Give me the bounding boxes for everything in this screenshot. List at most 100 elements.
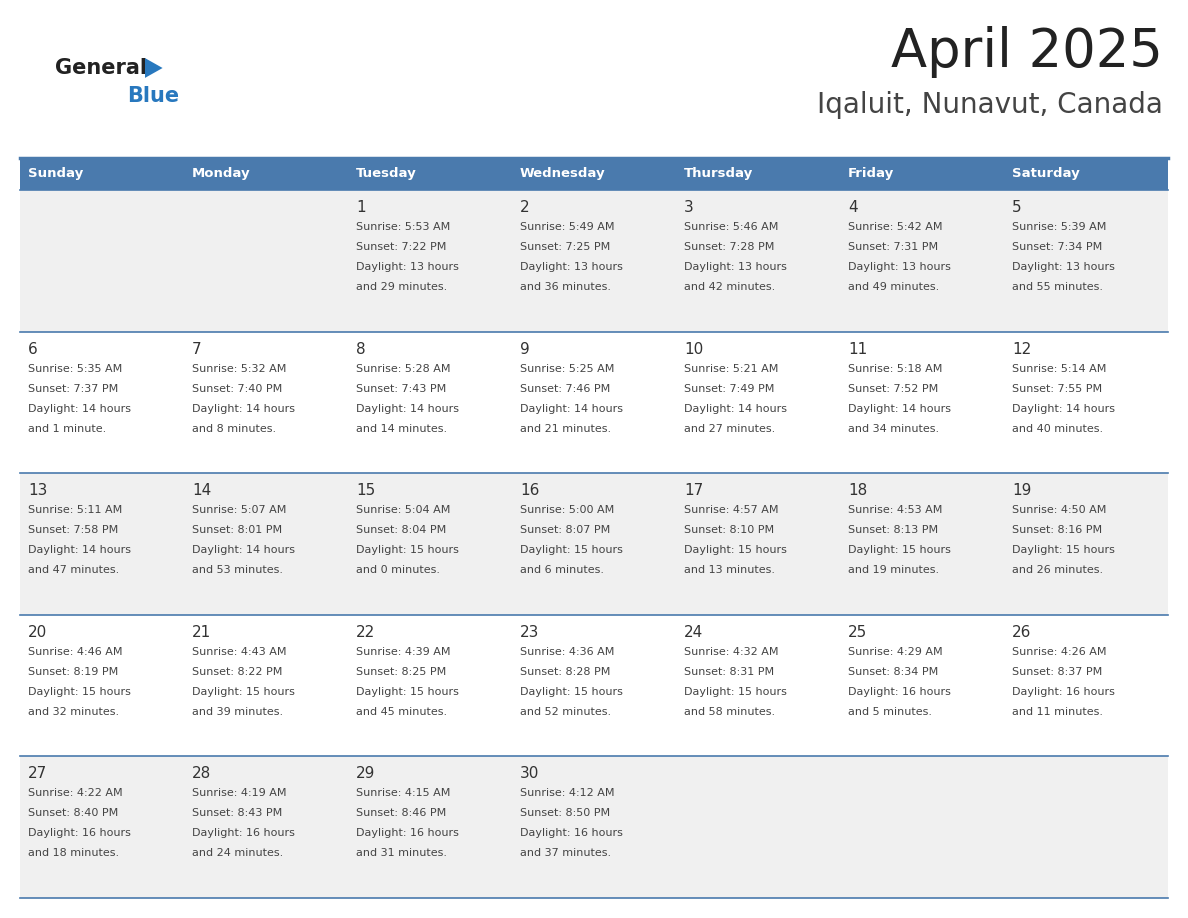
Text: 20: 20 bbox=[29, 625, 48, 640]
Text: Daylight: 16 hours: Daylight: 16 hours bbox=[192, 828, 295, 838]
Bar bbox=[1004, 190, 1168, 331]
Bar bbox=[676, 756, 840, 898]
Text: Sunrise: 4:19 AM: Sunrise: 4:19 AM bbox=[192, 789, 286, 799]
Bar bbox=[348, 158, 512, 190]
Bar bbox=[840, 756, 1004, 898]
Text: Sunrise: 4:50 AM: Sunrise: 4:50 AM bbox=[1012, 505, 1106, 515]
Text: Sunrise: 4:29 AM: Sunrise: 4:29 AM bbox=[848, 647, 942, 656]
Text: Sunrise: 5:25 AM: Sunrise: 5:25 AM bbox=[520, 364, 614, 374]
Text: and 39 minutes.: and 39 minutes. bbox=[192, 707, 283, 717]
Text: Sunset: 7:40 PM: Sunset: 7:40 PM bbox=[192, 384, 283, 394]
Text: Sunday: Sunday bbox=[29, 167, 83, 181]
Text: Sunset: 8:43 PM: Sunset: 8:43 PM bbox=[192, 809, 283, 819]
Bar bbox=[1004, 615, 1168, 756]
Text: Sunset: 7:34 PM: Sunset: 7:34 PM bbox=[1012, 242, 1102, 252]
Text: April 2025: April 2025 bbox=[891, 26, 1163, 78]
Text: and 32 minutes.: and 32 minutes. bbox=[29, 707, 119, 717]
Text: Sunrise: 5:00 AM: Sunrise: 5:00 AM bbox=[520, 505, 614, 515]
Text: Daylight: 14 hours: Daylight: 14 hours bbox=[520, 404, 623, 414]
Bar bbox=[676, 615, 840, 756]
Text: Sunset: 8:22 PM: Sunset: 8:22 PM bbox=[192, 666, 283, 677]
Text: Daylight: 13 hours: Daylight: 13 hours bbox=[848, 262, 950, 272]
Text: 28: 28 bbox=[192, 767, 211, 781]
Text: 30: 30 bbox=[520, 767, 539, 781]
Text: 23: 23 bbox=[520, 625, 539, 640]
Text: Daylight: 14 hours: Daylight: 14 hours bbox=[1012, 404, 1116, 414]
Text: and 29 minutes.: and 29 minutes. bbox=[356, 282, 447, 292]
Text: Daylight: 15 hours: Daylight: 15 hours bbox=[192, 687, 295, 697]
Text: Sunrise: 4:26 AM: Sunrise: 4:26 AM bbox=[1012, 647, 1106, 656]
Text: Sunset: 7:46 PM: Sunset: 7:46 PM bbox=[520, 384, 611, 394]
Text: and 49 minutes.: and 49 minutes. bbox=[848, 282, 940, 292]
Text: Sunset: 8:46 PM: Sunset: 8:46 PM bbox=[356, 809, 447, 819]
Text: and 1 minute.: and 1 minute. bbox=[29, 423, 106, 433]
Text: 22: 22 bbox=[356, 625, 375, 640]
Text: and 13 minutes.: and 13 minutes. bbox=[684, 565, 775, 576]
Text: Daylight: 15 hours: Daylight: 15 hours bbox=[356, 687, 459, 697]
Text: Sunset: 7:52 PM: Sunset: 7:52 PM bbox=[848, 384, 939, 394]
Text: Sunrise: 5:32 AM: Sunrise: 5:32 AM bbox=[192, 364, 286, 374]
Bar bbox=[184, 473, 348, 615]
Text: Friday: Friday bbox=[848, 167, 895, 181]
Text: and 34 minutes.: and 34 minutes. bbox=[848, 423, 940, 433]
Text: Sunset: 7:22 PM: Sunset: 7:22 PM bbox=[356, 242, 447, 252]
Text: and 8 minutes.: and 8 minutes. bbox=[192, 423, 276, 433]
Bar bbox=[840, 473, 1004, 615]
Text: Daylight: 15 hours: Daylight: 15 hours bbox=[684, 545, 786, 555]
Text: 19: 19 bbox=[1012, 483, 1031, 498]
Text: Sunrise: 5:21 AM: Sunrise: 5:21 AM bbox=[684, 364, 778, 374]
Text: and 31 minutes.: and 31 minutes. bbox=[356, 848, 447, 858]
Bar bbox=[20, 158, 184, 190]
Text: and 47 minutes.: and 47 minutes. bbox=[29, 565, 119, 576]
Text: Sunrise: 4:39 AM: Sunrise: 4:39 AM bbox=[356, 647, 450, 656]
Text: Daylight: 16 hours: Daylight: 16 hours bbox=[356, 828, 459, 838]
Bar bbox=[20, 756, 184, 898]
Text: and 52 minutes.: and 52 minutes. bbox=[520, 707, 611, 717]
Text: Sunset: 7:43 PM: Sunset: 7:43 PM bbox=[356, 384, 447, 394]
Text: Daylight: 14 hours: Daylight: 14 hours bbox=[29, 404, 131, 414]
Text: 13: 13 bbox=[29, 483, 48, 498]
Text: Sunrise: 4:15 AM: Sunrise: 4:15 AM bbox=[356, 789, 450, 799]
Text: 26: 26 bbox=[1012, 625, 1031, 640]
Text: 2: 2 bbox=[520, 200, 530, 215]
Text: Sunset: 7:28 PM: Sunset: 7:28 PM bbox=[684, 242, 775, 252]
Text: Wednesday: Wednesday bbox=[520, 167, 606, 181]
Bar bbox=[184, 756, 348, 898]
Bar bbox=[676, 158, 840, 190]
Bar bbox=[512, 331, 676, 473]
Text: Daylight: 14 hours: Daylight: 14 hours bbox=[848, 404, 952, 414]
Text: Sunrise: 5:11 AM: Sunrise: 5:11 AM bbox=[29, 505, 122, 515]
Text: 6: 6 bbox=[29, 341, 38, 356]
Bar bbox=[20, 331, 184, 473]
Text: 14: 14 bbox=[192, 483, 211, 498]
Bar bbox=[348, 615, 512, 756]
Bar bbox=[348, 756, 512, 898]
Text: and 14 minutes.: and 14 minutes. bbox=[356, 423, 447, 433]
Text: 9: 9 bbox=[520, 341, 530, 356]
Text: and 53 minutes.: and 53 minutes. bbox=[192, 565, 283, 576]
Text: Daylight: 15 hours: Daylight: 15 hours bbox=[356, 545, 459, 555]
Text: Monday: Monday bbox=[192, 167, 251, 181]
Text: Sunset: 8:07 PM: Sunset: 8:07 PM bbox=[520, 525, 611, 535]
Text: Sunset: 7:55 PM: Sunset: 7:55 PM bbox=[1012, 384, 1102, 394]
Text: and 45 minutes.: and 45 minutes. bbox=[356, 707, 447, 717]
Text: and 19 minutes.: and 19 minutes. bbox=[848, 565, 940, 576]
Bar bbox=[676, 190, 840, 331]
Text: 25: 25 bbox=[848, 625, 867, 640]
Bar bbox=[1004, 158, 1168, 190]
Bar bbox=[20, 473, 184, 615]
Text: Daylight: 15 hours: Daylight: 15 hours bbox=[29, 687, 131, 697]
Text: Sunrise: 5:42 AM: Sunrise: 5:42 AM bbox=[848, 222, 942, 232]
Bar bbox=[1004, 331, 1168, 473]
Bar bbox=[20, 190, 184, 331]
Text: Sunrise: 4:12 AM: Sunrise: 4:12 AM bbox=[520, 789, 614, 799]
Bar bbox=[512, 756, 676, 898]
Text: 24: 24 bbox=[684, 625, 703, 640]
Text: 16: 16 bbox=[520, 483, 539, 498]
Text: Saturday: Saturday bbox=[1012, 167, 1080, 181]
Text: Daylight: 13 hours: Daylight: 13 hours bbox=[684, 262, 786, 272]
Text: 27: 27 bbox=[29, 767, 48, 781]
Text: Sunset: 7:37 PM: Sunset: 7:37 PM bbox=[29, 384, 119, 394]
Text: 21: 21 bbox=[192, 625, 211, 640]
Bar bbox=[184, 190, 348, 331]
